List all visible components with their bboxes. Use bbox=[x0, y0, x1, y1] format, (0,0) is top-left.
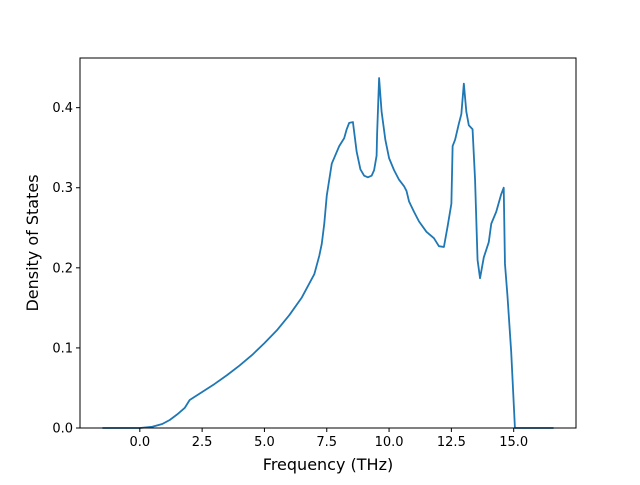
y-tick-label: 0.1 bbox=[52, 341, 73, 356]
x-tick-label: 15.0 bbox=[499, 435, 528, 450]
x-tick-label: 12.5 bbox=[437, 435, 466, 450]
y-axis-label: Density of States bbox=[23, 174, 42, 311]
y-axis-ticks: 0.0 0.1 0.2 0.3 0.4 bbox=[52, 101, 80, 437]
dos-series-line bbox=[102, 77, 554, 429]
x-tick-label: 10.0 bbox=[375, 435, 404, 450]
x-tick-label: 5.0 bbox=[254, 435, 275, 450]
x-tick-label: 2.5 bbox=[192, 435, 213, 450]
y-tick-label: 0.2 bbox=[52, 261, 73, 276]
y-tick-label: 0.0 bbox=[52, 422, 73, 437]
axes-frame bbox=[79, 57, 577, 429]
y-tick-label: 0.3 bbox=[52, 181, 73, 196]
plot-content bbox=[102, 77, 554, 429]
x-axis-ticks: 0.0 2.5 5.0 7.5 10.0 12.5 15.0 bbox=[129, 428, 528, 450]
y-tick-label: 0.4 bbox=[52, 101, 73, 116]
x-tick-label: 7.5 bbox=[316, 435, 337, 450]
x-axis-label: Frequency (THz) bbox=[263, 455, 393, 474]
x-tick-label: 0.0 bbox=[129, 435, 150, 450]
